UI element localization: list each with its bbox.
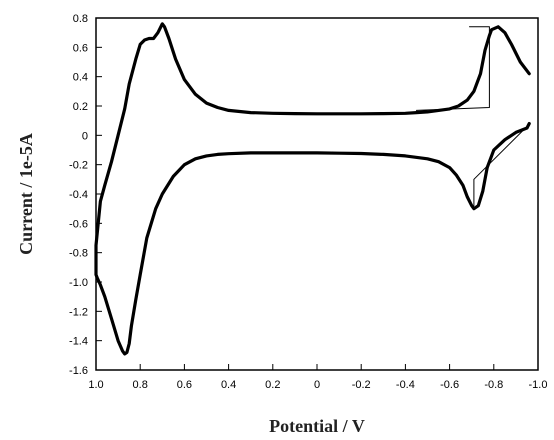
y-tick-label: -0.4 [69, 189, 88, 201]
y-tick-label: -1.6 [69, 365, 88, 377]
y-tick-label: -1.0 [69, 277, 88, 289]
x-axis-ticks: 1.0 0.8 0.6 0.4 0.2 0 -0.2 -0.4 -0.6 -0.8 -1.0 [88, 364, 547, 391]
x-tick-label: 0.4 [221, 379, 236, 391]
x-tick-label: 1.0 [88, 379, 103, 391]
x-tick-label: -0.4 [396, 379, 415, 391]
y-tick-label: -1.2 [69, 306, 88, 318]
y-tick-label: 0.8 [73, 13, 88, 25]
y-tick-label: 0.6 [73, 42, 88, 54]
x-tick-label: 0 [314, 379, 320, 391]
baseline-construction-line-2 [473, 126, 528, 207]
y-tick-label: -0.2 [69, 160, 88, 172]
y-axis-title: Current / 1e-5A [16, 133, 36, 255]
series-layer [94, 22, 531, 356]
x-axis-title: Potential / V [269, 416, 365, 436]
y-tick-label: -0.6 [69, 218, 88, 230]
x-tick-label: 0.6 [177, 379, 192, 391]
x-tick-label: -0.6 [440, 379, 459, 391]
y-tick-label: -1.4 [69, 336, 88, 348]
y-axis-ticks: 0.8 0.6 0.4 0.2 0 -0.2 -0.4 -0.6 -0.8 -1.0 -1.2 -1.… [69, 13, 102, 377]
y-tick-label: 0.2 [73, 101, 88, 113]
x-tick-label: 0.8 [133, 379, 148, 391]
y-tick-label: 0.4 [73, 72, 88, 84]
x-tick-label: -1.0 [529, 379, 548, 391]
y-tick-label: -0.8 [69, 248, 88, 260]
cv-curve-line [94, 22, 531, 356]
x-tick-label: 0.2 [265, 379, 280, 391]
y-tick-label: 0 [82, 130, 88, 142]
baseline-construction-line-1 [415, 26, 490, 111]
x-tick-label: -0.8 [484, 379, 503, 391]
x-tick-label: -0.2 [352, 379, 371, 391]
